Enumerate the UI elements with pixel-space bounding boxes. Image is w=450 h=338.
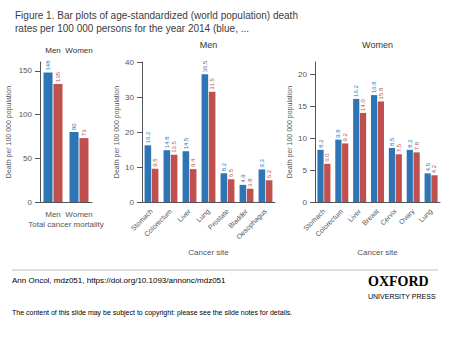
svg-text:Stomach: Stomach	[129, 207, 154, 232]
svg-text:20: 20	[125, 128, 134, 137]
svg-text:Cancer site: Cancer site	[357, 248, 398, 257]
svg-text:Ovary: Ovary	[398, 207, 417, 226]
svg-text:Liver: Liver	[346, 207, 362, 223]
svg-text:30: 30	[125, 93, 134, 102]
svg-text:4.2: 4.2	[431, 164, 437, 173]
svg-text:150: 150	[19, 66, 33, 75]
svg-text:0: 0	[130, 198, 135, 207]
svg-text:Women: Women	[65, 210, 92, 219]
svg-text:4.5: 4.5	[425, 162, 431, 171]
svg-text:The content of this slide may: The content of this slide may be subject…	[12, 309, 292, 317]
svg-text:148: 148	[45, 60, 51, 71]
svg-text:10: 10	[298, 134, 307, 143]
svg-text:Prostate: Prostate	[207, 207, 230, 230]
svg-text:Colorectum: Colorectum	[143, 207, 173, 237]
svg-text:16.8: 16.8	[371, 81, 377, 93]
svg-text:15: 15	[298, 102, 307, 111]
svg-text:4.9: 4.9	[240, 174, 246, 183]
svg-text:Death per 100 000 population: Death per 100 000 population	[5, 86, 13, 178]
svg-text:6.5: 6.5	[228, 168, 234, 177]
svg-text:7.8: 7.8	[414, 141, 420, 150]
svg-text:UNIVERSITY PRESS: UNIVERSITY PRESS	[368, 293, 436, 300]
svg-text:Women: Women	[65, 46, 92, 55]
svg-text:16.2: 16.2	[145, 131, 151, 143]
svg-text:Oesophagus: Oesophagus	[235, 207, 269, 241]
svg-text:5: 5	[303, 166, 308, 175]
svg-text:9.5: 9.5	[152, 158, 158, 167]
svg-text:Men: Men	[200, 40, 218, 50]
svg-text:20: 20	[298, 70, 307, 79]
svg-text:Bladder: Bladder	[227, 207, 249, 230]
svg-text:31.5: 31.5	[209, 77, 215, 89]
svg-text:OXFORD: OXFORD	[368, 274, 429, 289]
svg-text:Lung: Lung	[195, 207, 212, 224]
svg-text:0: 0	[28, 198, 33, 207]
svg-text:6.2: 6.2	[266, 169, 272, 178]
svg-text:Total cancer mortality: Total cancer mortality	[28, 220, 104, 229]
svg-text:9.2: 9.2	[342, 132, 348, 141]
svg-text:15.8: 15.8	[378, 87, 384, 99]
svg-text:6.0: 6.0	[324, 153, 330, 162]
svg-text:Ann Oncol, mdz051, https://doi: Ann Oncol, mdz051, https://doi.org/10.10…	[12, 276, 226, 285]
svg-text:40: 40	[125, 58, 134, 67]
svg-text:36.5: 36.5	[202, 60, 208, 72]
svg-text:7.5: 7.5	[396, 143, 402, 152]
svg-text:Men: Men	[45, 210, 61, 219]
svg-text:73: 73	[81, 129, 87, 136]
svg-text:9.4: 9.4	[190, 158, 196, 167]
svg-text:Death per 100 000 population: Death per 100 000 population	[113, 86, 121, 178]
svg-text:16.2: 16.2	[353, 85, 359, 97]
svg-text:Death per 100 000 population: Death per 100 000 population	[286, 86, 294, 178]
svg-text:80: 80	[71, 123, 77, 130]
svg-text:3.8: 3.8	[247, 178, 253, 187]
svg-text:14.8: 14.8	[164, 136, 170, 148]
svg-text:Lung: Lung	[418, 207, 435, 224]
svg-text:14.0: 14.0	[360, 99, 366, 111]
svg-text:Liver: Liver	[176, 207, 192, 223]
svg-text:Stomach: Stomach	[302, 207, 327, 232]
svg-text:9.8: 9.8	[335, 129, 341, 138]
svg-text:Cancer site: Cancer site	[188, 248, 229, 257]
svg-text:Cervix: Cervix	[379, 207, 398, 226]
svg-text:8.5: 8.5	[389, 137, 395, 146]
svg-text:100: 100	[19, 110, 33, 119]
svg-text:8.2: 8.2	[318, 139, 324, 148]
svg-text:14.5: 14.5	[183, 137, 189, 149]
svg-text:135: 135	[55, 71, 61, 82]
svg-text:Men: Men	[45, 46, 61, 55]
svg-text:50: 50	[23, 154, 32, 163]
svg-text:9.3: 9.3	[259, 158, 265, 167]
svg-text:rates per 100 000 persons for: rates per 100 000 persons for the year 2…	[15, 23, 249, 34]
svg-text:10: 10	[125, 163, 134, 172]
svg-text:Women: Women	[362, 40, 393, 50]
svg-text:Breast: Breast	[361, 207, 380, 226]
svg-text:0: 0	[303, 198, 308, 207]
svg-text:8.2: 8.2	[407, 139, 413, 148]
svg-text:8.2: 8.2	[221, 162, 227, 171]
svg-text:13.5: 13.5	[171, 140, 177, 152]
svg-text:Colorectum: Colorectum	[314, 207, 344, 237]
svg-text:Figure 1. Bar plots of age-sta: Figure 1. Bar plots of age-standardized …	[15, 10, 298, 21]
